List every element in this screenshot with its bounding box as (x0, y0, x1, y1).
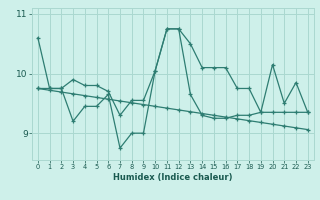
X-axis label: Humidex (Indice chaleur): Humidex (Indice chaleur) (113, 173, 233, 182)
